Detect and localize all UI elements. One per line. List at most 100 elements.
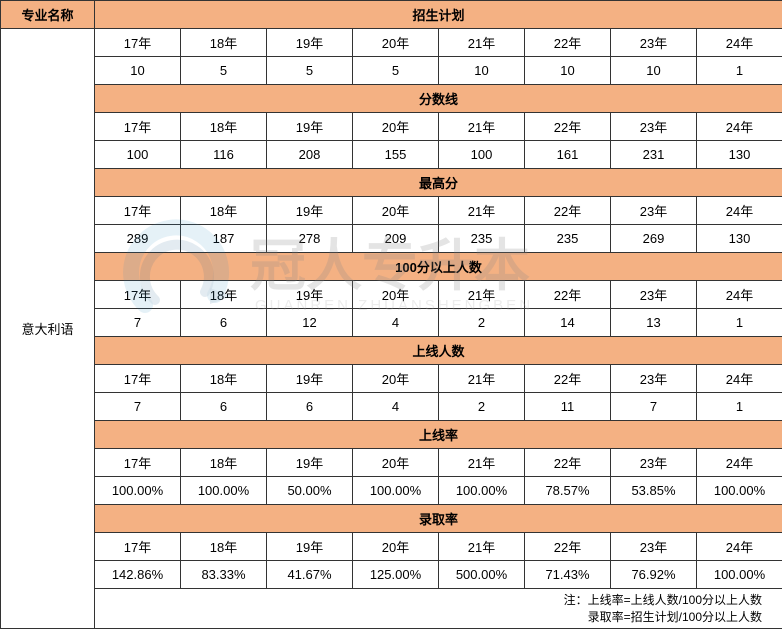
data-table: 专业名称招生计划意大利语17年18年19年20年21年22年23年24年1055…: [0, 0, 782, 629]
year-cell: 20年: [353, 197, 439, 225]
value-cell: 7: [611, 393, 697, 421]
year-cell: 17年: [95, 29, 181, 57]
section-title-5: 上线率: [95, 421, 782, 449]
year-cell: 24年: [697, 281, 782, 309]
year-cell: 19年: [267, 533, 353, 561]
year-cell: 21年: [439, 29, 525, 57]
value-cell: 100.00%: [181, 477, 267, 505]
value-cell: 269: [611, 225, 697, 253]
year-cell: 20年: [353, 113, 439, 141]
value-cell: 142.86%: [95, 561, 181, 589]
value-cell: 78.57%: [525, 477, 611, 505]
value-cell: 100.00%: [697, 561, 782, 589]
year-cell: 18年: [181, 113, 267, 141]
value-cell: 100: [439, 141, 525, 169]
year-cell: 20年: [353, 365, 439, 393]
value-cell: 10: [611, 57, 697, 85]
section-title-1: 分数线: [95, 85, 782, 113]
value-cell: 187: [181, 225, 267, 253]
value-cell: 125.00%: [353, 561, 439, 589]
year-cell: 17年: [95, 449, 181, 477]
year-cell: 20年: [353, 449, 439, 477]
value-cell: 155: [353, 141, 439, 169]
value-cell: 2: [439, 393, 525, 421]
footer-line2: 录取率=招生计划/100分以上人数: [97, 609, 762, 626]
year-cell: 21年: [439, 533, 525, 561]
year-cell: 18年: [181, 29, 267, 57]
value-cell: 289: [95, 225, 181, 253]
year-cell: 21年: [439, 281, 525, 309]
value-cell: 100.00%: [95, 477, 181, 505]
value-cell: 5: [267, 57, 353, 85]
year-cell: 18年: [181, 281, 267, 309]
year-cell: 22年: [525, 29, 611, 57]
value-cell: 235: [439, 225, 525, 253]
year-cell: 22年: [525, 281, 611, 309]
year-cell: 18年: [181, 449, 267, 477]
value-cell: 235: [525, 225, 611, 253]
year-cell: 20年: [353, 29, 439, 57]
footer-line1: 注：上线率=上线人数/100分以上人数: [97, 592, 762, 609]
value-cell: 1: [697, 57, 782, 85]
year-cell: 22年: [525, 449, 611, 477]
year-cell: 23年: [611, 113, 697, 141]
value-cell: 208: [267, 141, 353, 169]
value-cell: 5: [353, 57, 439, 85]
value-cell: 100.00%: [439, 477, 525, 505]
value-cell: 278: [267, 225, 353, 253]
year-cell: 24年: [697, 449, 782, 477]
value-cell: 53.85%: [611, 477, 697, 505]
year-cell: 21年: [439, 449, 525, 477]
year-cell: 17年: [95, 365, 181, 393]
section-title-2: 最高分: [95, 169, 782, 197]
year-cell: 24年: [697, 113, 782, 141]
value-cell: 7: [95, 309, 181, 337]
year-cell: 18年: [181, 365, 267, 393]
value-cell: 161: [525, 141, 611, 169]
year-cell: 18年: [181, 197, 267, 225]
value-cell: 41.67%: [267, 561, 353, 589]
value-cell: 130: [697, 141, 782, 169]
year-cell: 17年: [95, 113, 181, 141]
value-cell: 10: [525, 57, 611, 85]
value-cell: 10: [95, 57, 181, 85]
year-cell: 19年: [267, 113, 353, 141]
value-cell: 100.00%: [697, 477, 782, 505]
value-cell: 1: [697, 309, 782, 337]
header-major-label: 专业名称: [1, 1, 95, 29]
footer-note: 注：上线率=上线人数/100分以上人数录取率=招生计划/100分以上人数: [95, 589, 782, 629]
value-cell: 11: [525, 393, 611, 421]
value-cell: 6: [181, 309, 267, 337]
year-cell: 18年: [181, 533, 267, 561]
value-cell: 231: [611, 141, 697, 169]
value-cell: 500.00%: [439, 561, 525, 589]
section-title-4: 上线人数: [95, 337, 782, 365]
year-cell: 23年: [611, 533, 697, 561]
value-cell: 83.33%: [181, 561, 267, 589]
value-cell: 100.00%: [353, 477, 439, 505]
year-cell: 22年: [525, 365, 611, 393]
value-cell: 14: [525, 309, 611, 337]
year-cell: 24年: [697, 533, 782, 561]
year-cell: 24年: [697, 29, 782, 57]
section-title-6: 录取率: [95, 505, 782, 533]
value-cell: 1: [697, 393, 782, 421]
year-cell: 23年: [611, 281, 697, 309]
year-cell: 23年: [611, 449, 697, 477]
value-cell: 2: [439, 309, 525, 337]
year-cell: 21年: [439, 113, 525, 141]
major-value: 意大利语: [1, 29, 95, 629]
value-cell: 71.43%: [525, 561, 611, 589]
year-cell: 19年: [267, 365, 353, 393]
year-cell: 21年: [439, 365, 525, 393]
year-cell: 24年: [697, 365, 782, 393]
year-cell: 23年: [611, 197, 697, 225]
section-title-0: 招生计划: [95, 1, 782, 29]
value-cell: 7: [95, 393, 181, 421]
year-cell: 22年: [525, 533, 611, 561]
value-cell: 10: [439, 57, 525, 85]
year-cell: 24年: [697, 197, 782, 225]
year-cell: 19年: [267, 29, 353, 57]
value-cell: 4: [353, 393, 439, 421]
value-cell: 6: [267, 393, 353, 421]
